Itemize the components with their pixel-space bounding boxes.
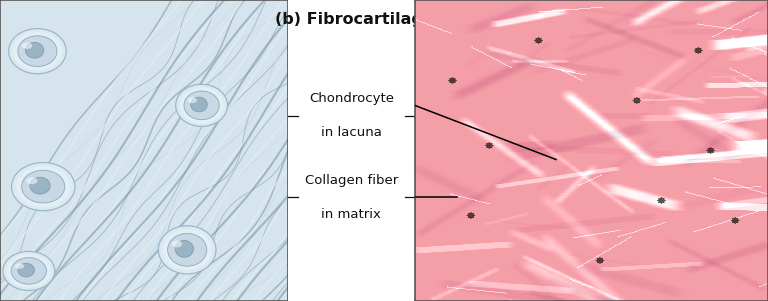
Ellipse shape bbox=[26, 178, 38, 184]
Ellipse shape bbox=[171, 241, 182, 247]
Ellipse shape bbox=[3, 251, 55, 290]
Ellipse shape bbox=[18, 36, 57, 67]
Ellipse shape bbox=[176, 84, 227, 126]
Ellipse shape bbox=[187, 97, 197, 103]
Text: in matrix: in matrix bbox=[322, 208, 381, 221]
Ellipse shape bbox=[18, 263, 35, 277]
Ellipse shape bbox=[12, 258, 46, 284]
Text: (b) Fibrocartilage: (b) Fibrocartilage bbox=[274, 12, 433, 27]
Ellipse shape bbox=[180, 87, 223, 123]
Ellipse shape bbox=[7, 254, 51, 287]
Ellipse shape bbox=[15, 263, 24, 269]
Ellipse shape bbox=[167, 234, 207, 266]
Ellipse shape bbox=[22, 170, 65, 203]
Ellipse shape bbox=[25, 42, 44, 58]
Text: Collagen fiber: Collagen fiber bbox=[305, 174, 398, 187]
Ellipse shape bbox=[12, 163, 74, 211]
Text: Chondrocyte: Chondrocyte bbox=[309, 92, 394, 105]
Ellipse shape bbox=[184, 91, 219, 120]
Ellipse shape bbox=[190, 97, 207, 112]
Ellipse shape bbox=[175, 240, 194, 257]
Ellipse shape bbox=[8, 29, 66, 74]
Ellipse shape bbox=[158, 226, 216, 274]
Ellipse shape bbox=[22, 42, 32, 49]
Ellipse shape bbox=[16, 166, 70, 207]
Text: in lacuna: in lacuna bbox=[321, 126, 382, 139]
Ellipse shape bbox=[30, 177, 50, 194]
Ellipse shape bbox=[163, 229, 212, 270]
Ellipse shape bbox=[13, 32, 62, 70]
